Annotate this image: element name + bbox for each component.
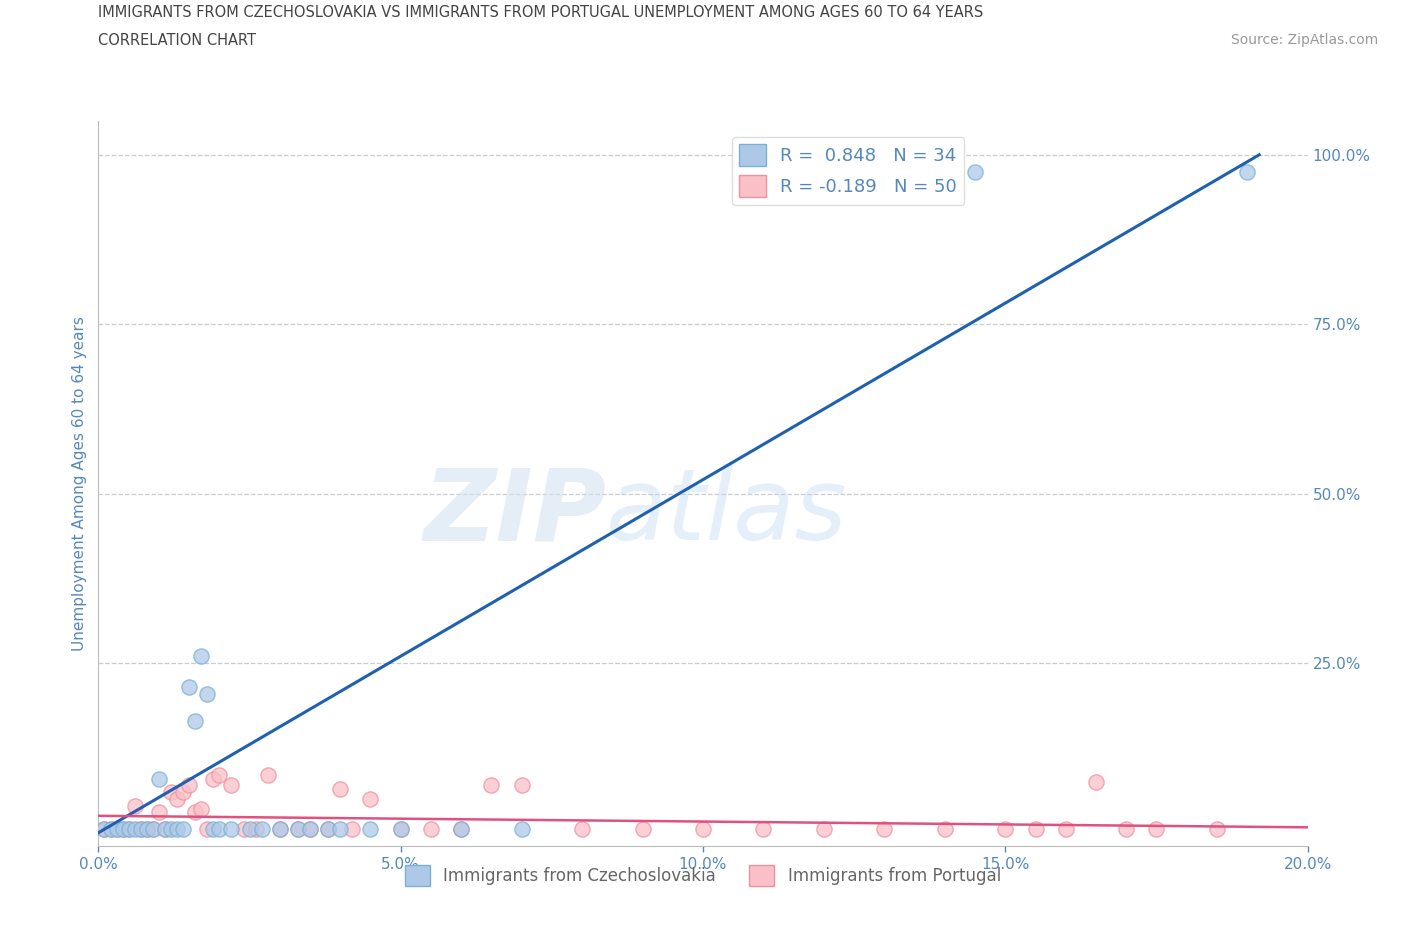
Point bbox=[179, 777, 201, 792]
Point bbox=[148, 805, 170, 820]
Point bbox=[256, 767, 278, 782]
Point bbox=[172, 785, 194, 800]
Point bbox=[153, 822, 176, 837]
Point bbox=[269, 822, 291, 837]
Text: Source: ZipAtlas.com: Source: ZipAtlas.com bbox=[1230, 33, 1378, 46]
Point bbox=[692, 822, 714, 837]
Point bbox=[184, 805, 207, 820]
Point bbox=[142, 822, 165, 837]
Point bbox=[420, 822, 443, 837]
Point bbox=[299, 822, 322, 837]
Point bbox=[179, 680, 201, 695]
Point bbox=[450, 822, 472, 837]
Point bbox=[232, 822, 254, 837]
Point bbox=[100, 822, 122, 837]
Point bbox=[142, 822, 165, 837]
Point bbox=[195, 686, 218, 701]
Point bbox=[160, 822, 183, 837]
Point bbox=[1206, 822, 1229, 837]
Point bbox=[316, 822, 339, 837]
Point bbox=[250, 822, 273, 837]
Point bbox=[813, 822, 835, 837]
Point bbox=[93, 822, 115, 837]
Point bbox=[510, 822, 533, 837]
Text: CORRELATION CHART: CORRELATION CHART bbox=[98, 33, 256, 47]
Point bbox=[202, 771, 225, 786]
Point bbox=[208, 822, 231, 837]
Point bbox=[287, 822, 309, 837]
Point bbox=[571, 822, 593, 837]
Point bbox=[172, 822, 194, 837]
Point bbox=[994, 822, 1017, 837]
Point bbox=[389, 822, 412, 837]
Point bbox=[111, 822, 134, 837]
Point bbox=[195, 822, 218, 837]
Point bbox=[124, 822, 146, 837]
Point bbox=[269, 822, 291, 837]
Point bbox=[190, 649, 212, 664]
Point bbox=[184, 713, 207, 728]
Point bbox=[221, 777, 243, 792]
Text: IMMIGRANTS FROM CZECHOSLOVAKIA VS IMMIGRANTS FROM PORTUGAL UNEMPLOYMENT AMONG AG: IMMIGRANTS FROM CZECHOSLOVAKIA VS IMMIGR… bbox=[98, 5, 984, 20]
Point bbox=[389, 822, 412, 837]
Point bbox=[166, 822, 188, 837]
Point bbox=[153, 822, 176, 837]
Point bbox=[129, 822, 152, 837]
Point bbox=[752, 822, 775, 837]
Point bbox=[360, 822, 382, 837]
Point bbox=[1024, 822, 1046, 837]
Point bbox=[510, 777, 533, 792]
Point bbox=[873, 822, 896, 837]
Point bbox=[166, 791, 188, 806]
Point bbox=[100, 822, 122, 837]
Point bbox=[631, 822, 654, 837]
Point bbox=[124, 798, 146, 813]
Point bbox=[135, 822, 157, 837]
Point bbox=[934, 822, 956, 837]
Point bbox=[329, 781, 352, 796]
Point bbox=[93, 822, 115, 837]
Point bbox=[208, 767, 231, 782]
Point bbox=[450, 822, 472, 837]
Point bbox=[1085, 775, 1108, 790]
Point bbox=[160, 785, 183, 800]
Point bbox=[1144, 822, 1167, 837]
Point bbox=[105, 822, 128, 837]
Point bbox=[221, 822, 243, 837]
Point bbox=[1236, 165, 1258, 179]
Point bbox=[202, 822, 225, 837]
Point bbox=[481, 777, 503, 792]
Point bbox=[360, 791, 382, 806]
Point bbox=[316, 822, 339, 837]
Point bbox=[148, 771, 170, 786]
Point bbox=[105, 822, 128, 837]
Point bbox=[239, 822, 262, 837]
Point bbox=[118, 822, 141, 837]
Point bbox=[299, 822, 322, 837]
Point bbox=[111, 822, 134, 837]
Point bbox=[245, 822, 267, 837]
Point bbox=[1054, 822, 1077, 837]
Point bbox=[135, 822, 157, 837]
Point bbox=[129, 822, 152, 837]
Point bbox=[342, 822, 364, 837]
Point bbox=[329, 822, 352, 837]
Point bbox=[118, 822, 141, 837]
Point bbox=[287, 822, 309, 837]
Y-axis label: Unemployment Among Ages 60 to 64 years: Unemployment Among Ages 60 to 64 years bbox=[72, 316, 87, 651]
Text: ZIP: ZIP bbox=[423, 464, 606, 561]
Text: atlas: atlas bbox=[606, 464, 848, 561]
Point bbox=[190, 802, 212, 817]
Point bbox=[1115, 822, 1137, 837]
Point bbox=[965, 165, 987, 179]
Legend: Immigrants from Czechoslovakia, Immigrants from Portugal: Immigrants from Czechoslovakia, Immigran… bbox=[398, 858, 1008, 893]
